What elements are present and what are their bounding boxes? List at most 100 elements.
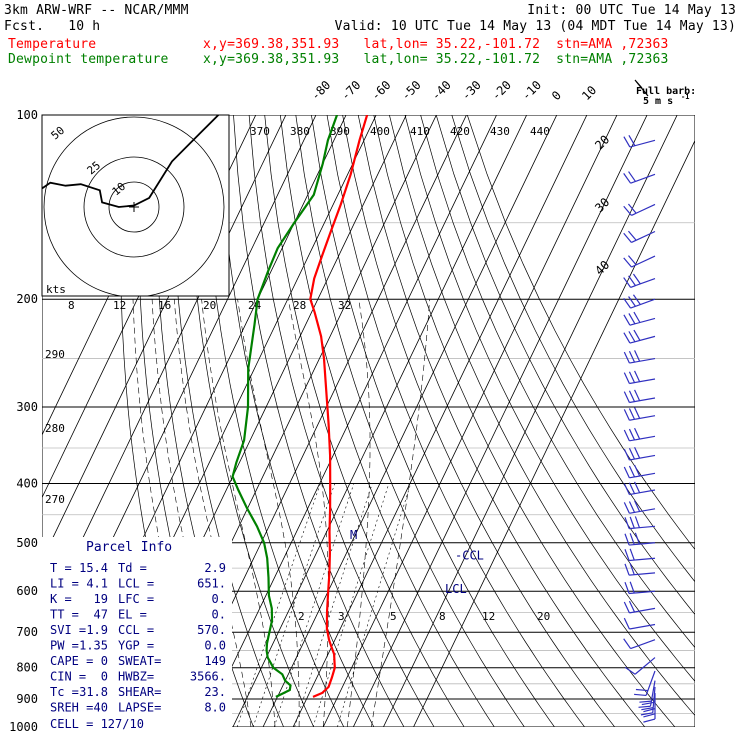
- wind-barb-shaft: [629, 317, 656, 326]
- wind-barb-shaft: [629, 435, 656, 442]
- pressure-tick-label: 700: [16, 625, 38, 639]
- wind-barb-flag: [623, 314, 631, 326]
- parcel-info-value: 0: [101, 654, 108, 668]
- wind-barb-flag: [638, 705, 651, 708]
- parcel-info-key: Td =: [118, 561, 147, 575]
- parcel-info-value: 149: [204, 654, 226, 668]
- mixing-ratio-top-label: 28: [293, 299, 306, 312]
- wind-barb-flag: [634, 350, 641, 362]
- isotherm-line: [352, 115, 648, 727]
- mixing-ratio-line: [337, 483, 411, 727]
- wind-barb-shaft: [629, 378, 656, 385]
- wind-barb-flag: [623, 257, 632, 268]
- wind-barb-flag: [628, 447, 636, 460]
- marker-ccl: -CCL: [455, 549, 484, 563]
- mixing-ratio-line: [273, 483, 355, 727]
- parcel-info-key: LAPSE=: [118, 701, 161, 715]
- moist-adiabat-line: [371, 299, 430, 727]
- parcel-info-key: EL =: [118, 608, 147, 622]
- wind-barb: [623, 447, 656, 461]
- wind-barb-shaft: [630, 639, 656, 650]
- wind-barb-shaft: [629, 623, 656, 630]
- theta-label: 440: [530, 125, 550, 138]
- wind-barb-flag: [628, 275, 636, 286]
- wind-barb-shaft: [629, 357, 656, 364]
- wind-barb-flag: [623, 466, 630, 479]
- parcel-info-key: SREH =: [50, 701, 93, 715]
- wind-barb-flag: [627, 255, 637, 266]
- wind-barb-flag: [633, 329, 641, 341]
- parcel-info-value: 47: [94, 608, 108, 622]
- wind-barb: [623, 600, 656, 614]
- isotherm-label: 20: [592, 132, 612, 152]
- wind-barb-flag: [629, 533, 635, 545]
- dry-adiabat-line: [279, 115, 495, 727]
- wind-barb: [623, 464, 656, 479]
- wind-barb-shaft: [629, 472, 656, 479]
- forecast-hour: Fcst. 10 h: [4, 19, 101, 34]
- pressure-tick-label: 400: [16, 476, 38, 490]
- parcel-info-title: Parcel Info: [86, 540, 172, 555]
- wind-barb: [643, 693, 656, 723]
- dewpoint-legend-label: Dewpoint temperature: [8, 52, 169, 67]
- wind-barb-flag: [628, 390, 636, 402]
- isotherm-line: [42, 115, 287, 624]
- hodograph-plot: [42, 115, 225, 296]
- barb-legend-icon: [634, 79, 649, 97]
- hodograph-ring: [108, 181, 160, 233]
- parcel-info-key: LI =: [50, 577, 79, 591]
- hodograph-ring: [43, 116, 225, 296]
- wind-barb-flag: [634, 447, 641, 459]
- wind-barb-flag: [643, 718, 656, 723]
- parcel-info-key: HWBZ=: [118, 670, 154, 684]
- theta-label: 380: [290, 125, 310, 138]
- barb-legend-line2: 5 m s: [643, 96, 673, 107]
- model-title: 3km ARW-WRF -- NCAR/MMM: [4, 3, 189, 18]
- wind-barb-flag: [634, 427, 641, 440]
- wind-barb-shaft: [629, 508, 656, 514]
- mixing-ratio-low-label: 20: [537, 610, 550, 623]
- moist-adiabat-line: [347, 299, 371, 727]
- valid-time: Valid: 10 UTC Tue 14 May 13 (04 MDT Tue …: [334, 19, 736, 34]
- wind-barb-flag: [634, 500, 641, 512]
- isotherm-label: -40: [429, 78, 454, 103]
- dry-adiabat-line: [451, 115, 695, 583]
- wind-barb-flag: [639, 700, 652, 703]
- hodograph-units: kts: [46, 283, 66, 296]
- wind-barb-flag: [629, 563, 635, 575]
- wind-barb-flag: [623, 617, 630, 630]
- wind-barb-flag: [634, 516, 641, 528]
- isotherm-line: [413, 139, 695, 727]
- parcel-info-value: 31.8: [79, 685, 108, 699]
- isotherm-label: -10: [519, 78, 544, 103]
- wind-barb-flag: [633, 311, 641, 323]
- mixing-ratio-low-label: 12: [482, 610, 495, 623]
- wind-barb: [623, 255, 656, 268]
- parcel-info-key: SHEAR=: [118, 685, 161, 699]
- wind-barb-shaft: [629, 489, 656, 496]
- parcel-info-key: LCL =: [118, 577, 154, 591]
- wind-barb-flag: [634, 481, 641, 493]
- wind-barb: [623, 638, 656, 650]
- parcel-info-key: SVI =: [50, 623, 86, 637]
- wind-barb-shaft: [629, 557, 656, 562]
- wind-barb-flag: [632, 273, 641, 285]
- wind-barb-shaft: [629, 335, 656, 344]
- wind-barb: [638, 680, 656, 708]
- theta-label: 410: [410, 125, 430, 138]
- wind-barb-shaft: [629, 525, 656, 530]
- wind-barb-flag: [623, 391, 630, 403]
- parcel-info-value: 0.: [212, 608, 226, 622]
- temperature-line: [309, 115, 369, 698]
- wind-barb-flag: [629, 581, 635, 594]
- parcel-info-key: YGP =: [118, 639, 154, 653]
- pressure-tick-label: 300: [16, 400, 38, 414]
- wind-barb-flag: [627, 230, 637, 241]
- parcel-info-key: CCL =: [118, 623, 154, 637]
- parcel-info-key: CIN =: [50, 670, 86, 684]
- hodograph-ring: [83, 156, 185, 258]
- wind-barb: [623, 203, 656, 216]
- theta-side-label: 290: [45, 348, 65, 361]
- wind-barb-shaft: [645, 670, 656, 696]
- wind-barb-flag: [623, 232, 632, 243]
